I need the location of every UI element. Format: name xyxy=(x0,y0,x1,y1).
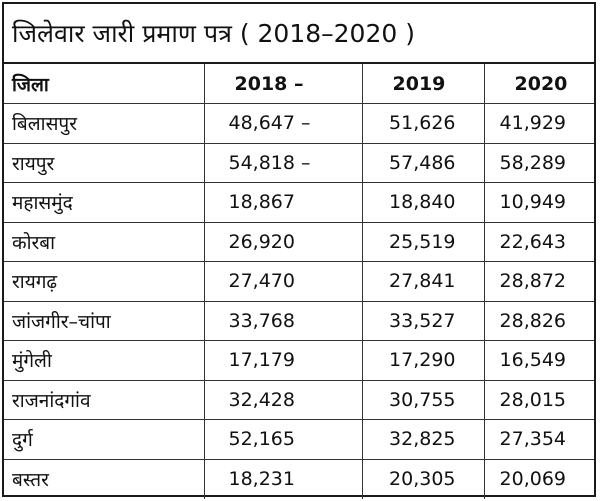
value-2019-cell: 57,486 xyxy=(361,143,484,183)
value-2019-cell: 17,290 xyxy=(361,340,484,381)
header-row: जिला 2018 – 2019 2020 xyxy=(4,64,594,104)
table-row: बिलासपुर 48,647 –51,626 41,929 xyxy=(4,103,594,144)
district-name-cell: मुंगेली xyxy=(4,340,204,381)
table-row: महासमुंद 18,867 18,840 10,949 xyxy=(4,182,594,223)
value-2020-cell: 28,015 xyxy=(483,380,594,420)
district-name-cell: महासमुंद xyxy=(4,182,204,223)
value-2018-cell: 26,920 xyxy=(203,222,362,262)
table-row: कोरबा 26,920 25,519 22,643 xyxy=(4,222,594,262)
header-2020: 2020 xyxy=(483,64,594,104)
value-2020-cell: 16,549 xyxy=(483,340,594,381)
table-row: दुर्ग 52,165 32,825 27,354 xyxy=(4,419,594,460)
value-2018-cell: 27,470 xyxy=(203,261,362,302)
value-2019-cell: 18,840 xyxy=(361,182,484,223)
value-2020-cell: 10,949 xyxy=(483,182,594,223)
table-row: रायगढ़ 27,470 27,841 28,872 xyxy=(4,261,594,302)
table-row: जांजगीर–चांपा 33,768 33,527 28,826 xyxy=(4,301,594,341)
value-2018-cell: 33,768 xyxy=(203,301,362,341)
value-2020-cell: 22,643 xyxy=(483,222,594,262)
value-2019-cell: 30,755 xyxy=(361,380,484,420)
value-2020-cell: 58,289 xyxy=(483,143,594,183)
header-district: जिला xyxy=(4,64,204,104)
value-2018-cell: 52,165 xyxy=(203,419,362,460)
table-title: जिलेवार जारी प्रमाण पत्र ( 2018–2020 ) xyxy=(4,4,594,64)
district-name-cell: राजनांदगांव xyxy=(4,380,204,420)
district-name-cell: दुर्ग xyxy=(4,419,204,460)
value-2019-cell: 51,626 xyxy=(361,103,484,144)
value-2019-cell: 20,305 xyxy=(361,459,484,499)
value-2019-cell: 32,825 xyxy=(361,419,484,460)
district-certificates-table: जिला 2018 – 2019 2020 बिलासपुर 48,647 –51… xyxy=(4,64,594,499)
header-2018: 2018 – xyxy=(203,64,362,104)
district-name-cell: रायपुर xyxy=(4,143,204,183)
value-2018-cell: 18,867 xyxy=(203,182,362,223)
value-2018-cell: 48,647 – xyxy=(203,103,362,144)
table-row: राजनांदगांव 32,428 30,755 28,015 xyxy=(4,380,594,420)
header-2019: 2019 xyxy=(361,64,484,104)
district-name-cell: रायगढ़ xyxy=(4,261,204,302)
value-2019-cell: 25,519 xyxy=(361,222,484,262)
district-name-cell: कोरबा xyxy=(4,222,204,262)
value-2018-cell: 17,179 xyxy=(203,340,362,381)
value-2020-cell: 41,929 xyxy=(483,103,594,144)
value-2019-cell: 33,527 xyxy=(361,301,484,341)
value-2020-cell: 28,826 xyxy=(483,301,594,341)
value-2020-cell: 28,872 xyxy=(483,261,594,302)
district-name-cell: बिलासपुर xyxy=(4,103,204,144)
value-2018-cell: 54,818 – xyxy=(203,143,362,183)
value-2020-cell: 20,069 xyxy=(483,459,594,499)
value-2020-cell: 27,354 xyxy=(483,419,594,460)
district-name-cell: बस्तर xyxy=(12,469,49,491)
district-name-cell: जांजगीर–चांपा xyxy=(4,301,204,341)
value-2019-cell: 27,841 xyxy=(361,261,484,302)
table-row: मुंगेली 17,179 17,290 16,549 xyxy=(4,340,594,381)
value-2018-cell: 18,231 xyxy=(203,459,362,499)
table-row: रायपुर 54,818 –57,486 58,289 xyxy=(4,143,594,183)
value-2018-cell: 32,428 xyxy=(203,380,362,420)
table-row: बस्तर 18,231 20,305 20,069 xyxy=(4,459,594,499)
